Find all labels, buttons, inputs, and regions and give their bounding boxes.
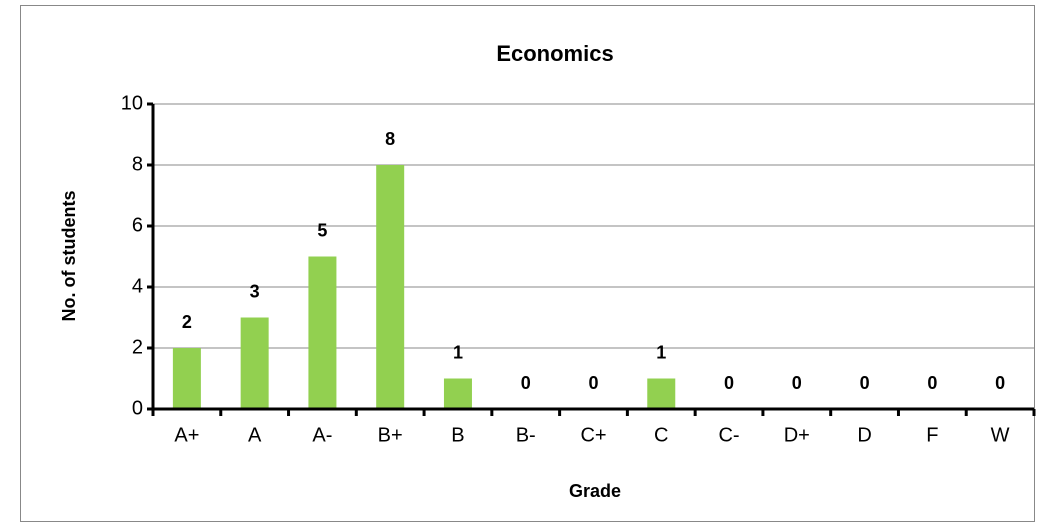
y-tick-label: 10 <box>121 92 143 114</box>
x-tick-label: D <box>857 424 871 446</box>
y-axis-label: No. of students <box>59 191 79 322</box>
y-tick-label: 2 <box>132 336 143 358</box>
value-label: 1 <box>656 342 666 362</box>
x-tick-label: A <box>248 424 262 446</box>
bar <box>172 348 201 409</box>
x-tick-label: B- <box>516 424 536 446</box>
x-tick-label: C+ <box>580 424 606 446</box>
y-tick-label: 8 <box>132 153 143 175</box>
value-label: 2 <box>182 312 192 332</box>
bar <box>376 165 405 409</box>
bar <box>443 378 472 409</box>
value-label: 5 <box>317 220 327 240</box>
x-tick-label: B+ <box>378 424 403 446</box>
x-tick-label: C <box>654 424 668 446</box>
x-axis-label: Grade <box>569 481 621 501</box>
x-tick-label: D+ <box>784 424 810 446</box>
bar <box>647 378 676 409</box>
chart-title: Economics <box>496 41 613 66</box>
value-label: 0 <box>521 373 531 393</box>
chart-border <box>20 5 1035 522</box>
value-label: 0 <box>792 373 802 393</box>
value-label: 0 <box>724 373 734 393</box>
x-tick-label: C- <box>718 424 739 446</box>
y-tick-label: 6 <box>132 214 143 236</box>
value-label: 0 <box>588 373 598 393</box>
y-tick-label: 0 <box>132 397 143 419</box>
x-tick-label: B <box>451 424 464 446</box>
x-tick-label: W <box>991 424 1010 446</box>
bar <box>308 256 337 409</box>
value-label: 0 <box>995 373 1005 393</box>
value-label: 3 <box>250 281 260 301</box>
x-tick-label: A- <box>312 424 332 446</box>
bar <box>240 317 269 409</box>
value-label: 0 <box>927 373 937 393</box>
value-label: 0 <box>860 373 870 393</box>
x-tick-label: A+ <box>174 424 199 446</box>
value-label: 1 <box>453 342 463 362</box>
y-tick-label: 4 <box>132 275 143 297</box>
x-tick-label: F <box>926 424 938 446</box>
value-label: 8 <box>385 129 395 149</box>
